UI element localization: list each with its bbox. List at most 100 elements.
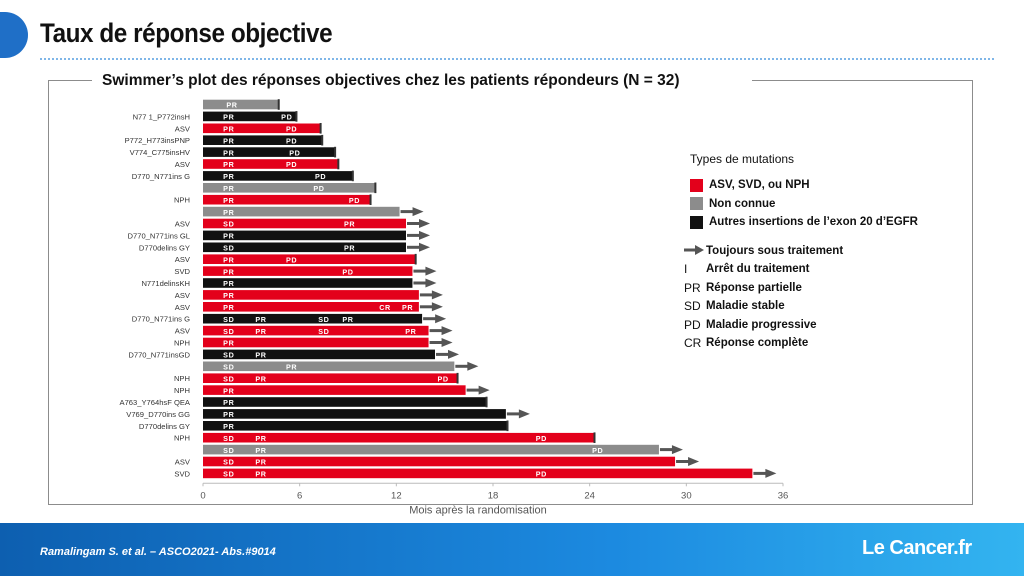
response-mark: PR bbox=[255, 351, 266, 360]
response-mark: PR bbox=[223, 113, 234, 122]
brand-logo[interactable]: Le Cancer.fr bbox=[862, 537, 972, 559]
x-tick-label: 24 bbox=[584, 490, 595, 501]
row-label: SVD bbox=[174, 469, 190, 478]
response-mark: PR bbox=[223, 398, 234, 407]
legend-item-pr: PR Réponse partielle bbox=[684, 279, 984, 298]
row-label: ASV bbox=[175, 303, 191, 312]
bar bbox=[203, 385, 466, 395]
bar bbox=[203, 159, 339, 169]
stop-marker bbox=[456, 372, 459, 384]
response-mark: PR bbox=[255, 446, 266, 455]
legend-item-grey: Non connue bbox=[684, 195, 984, 214]
ongoing-arrow-head bbox=[435, 314, 447, 324]
row-label: ASV bbox=[175, 160, 191, 169]
response-mark: SD bbox=[223, 363, 234, 372]
response-mark: PR bbox=[223, 410, 234, 419]
response-mark: PD bbox=[286, 136, 297, 145]
response-mark: PR bbox=[226, 101, 237, 110]
x-axis-label: Mois après la randomisation bbox=[409, 504, 547, 516]
response-mark: PR bbox=[223, 291, 234, 300]
grey-swatch bbox=[690, 197, 703, 211]
row-label: D770_N771ins G bbox=[132, 172, 190, 181]
bar bbox=[203, 230, 406, 241]
response-mark: SD bbox=[223, 434, 234, 443]
bar bbox=[203, 421, 508, 431]
stop-marker bbox=[337, 158, 340, 170]
stop-symbol: I bbox=[684, 262, 688, 277]
row-label: D770_N771insGD bbox=[128, 350, 190, 359]
response-mark: PR bbox=[223, 172, 234, 181]
response-mark: PR bbox=[402, 303, 413, 312]
x-tick-label: 12 bbox=[391, 490, 402, 501]
row-label: D770delins GY bbox=[139, 243, 190, 252]
response-mark: PR bbox=[344, 244, 355, 253]
response-mark: SD bbox=[223, 458, 234, 467]
bar bbox=[203, 218, 406, 229]
row-label: P772_H773insPNP bbox=[125, 136, 190, 145]
response-mark: PR bbox=[223, 422, 234, 431]
response-mark: PR bbox=[223, 339, 234, 348]
row-label: NPH bbox=[174, 374, 190, 383]
bar bbox=[203, 206, 400, 217]
ongoing-arrow-head bbox=[425, 266, 437, 276]
bar bbox=[203, 432, 595, 443]
ongoing-arrow-head bbox=[441, 338, 453, 347]
x-tick-label: 18 bbox=[488, 490, 499, 501]
bar bbox=[203, 409, 506, 419]
response-mark: PR bbox=[255, 374, 266, 383]
legend-item-pd: PD Maladie progressive bbox=[684, 316, 984, 335]
response-mark: PR bbox=[223, 125, 234, 134]
legend-label: Réponse partielle bbox=[706, 281, 802, 294]
ongoing-arrow-head bbox=[419, 230, 430, 240]
ongoing-arrow-head bbox=[412, 207, 424, 217]
response-mark: PR bbox=[223, 160, 234, 169]
response-mark: SD bbox=[223, 374, 234, 383]
pd-symbol: PD bbox=[684, 317, 701, 332]
x-tick-label: 0 bbox=[200, 490, 205, 501]
response-mark: PD bbox=[592, 446, 603, 455]
response-mark: SD bbox=[223, 351, 234, 360]
ongoing-arrow-head bbox=[431, 302, 443, 312]
bar bbox=[203, 266, 413, 276]
response-mark: PR bbox=[255, 327, 266, 336]
stop-marker bbox=[334, 146, 337, 158]
citation: Ramalingam S. et al. – ASCO2021- Abs.#90… bbox=[40, 546, 276, 558]
arrow-icon bbox=[684, 244, 706, 258]
bar bbox=[203, 313, 423, 324]
row-label: ASV bbox=[175, 124, 191, 133]
pr-symbol: PR bbox=[684, 280, 701, 295]
response-mark: PD bbox=[286, 255, 297, 264]
row-label: NPH bbox=[174, 339, 190, 348]
legend-item-red: ASV, SVD, ou NPH bbox=[684, 176, 984, 195]
ongoing-arrow-head bbox=[441, 326, 453, 336]
row-label: D770_N771ins G bbox=[132, 315, 190, 324]
ongoing-arrow-head bbox=[688, 457, 700, 466]
bar bbox=[203, 468, 753, 479]
stop-marker bbox=[295, 111, 298, 122]
response-mark: PD bbox=[281, 113, 292, 122]
ongoing-arrow-head bbox=[518, 409, 530, 419]
stop-marker bbox=[321, 134, 324, 146]
x-tick-label: 6 bbox=[297, 490, 302, 501]
response-mark: SD bbox=[223, 244, 234, 253]
ongoing-arrow-head bbox=[419, 242, 430, 252]
row-label: ASV bbox=[175, 220, 191, 229]
response-mark: PR bbox=[255, 458, 266, 467]
page-title: Taux de réponse objective bbox=[40, 18, 333, 48]
response-mark: PR bbox=[223, 196, 234, 205]
bar bbox=[203, 290, 419, 300]
response-mark: PR bbox=[223, 184, 234, 193]
legend-label: Non connue bbox=[709, 197, 776, 210]
stop-marker bbox=[374, 182, 377, 194]
bar bbox=[203, 373, 458, 383]
legend-label: Réponse complète bbox=[706, 337, 809, 350]
red-swatch bbox=[690, 178, 703, 192]
ongoing-arrow-head bbox=[448, 349, 459, 359]
chart-title: Swimmer’s plot des réponses objectives c… bbox=[102, 72, 680, 89]
bar bbox=[203, 242, 406, 253]
legend-label: Arrêt du traitement bbox=[706, 263, 810, 276]
response-mark: PR bbox=[255, 434, 266, 443]
bar bbox=[203, 171, 353, 181]
response-mark: SD bbox=[318, 315, 329, 324]
